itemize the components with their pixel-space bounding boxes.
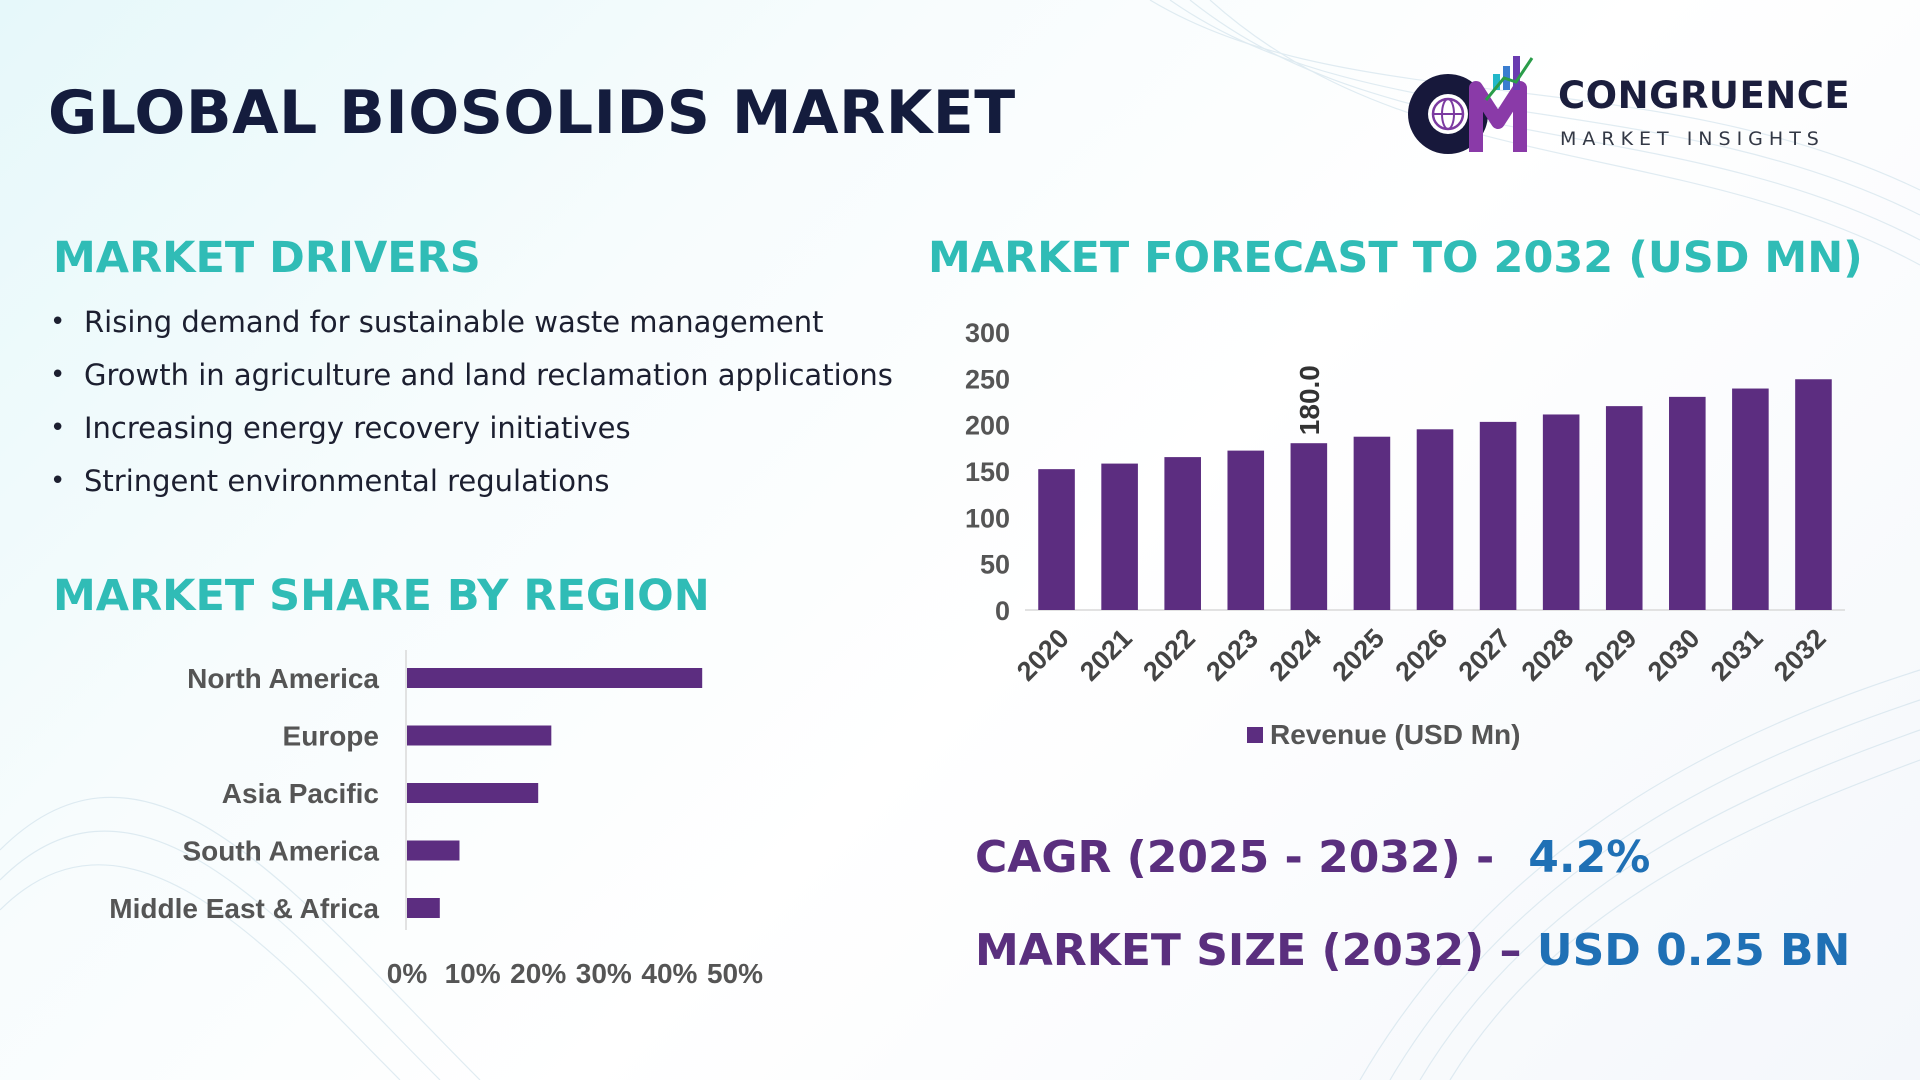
bar xyxy=(1669,396,1706,610)
logo-name: CONGRUENCE xyxy=(1558,74,1851,117)
bar xyxy=(1479,421,1517,610)
x-tick-label: 2020 xyxy=(1011,623,1075,687)
x-tick-label: 2022 xyxy=(1137,623,1201,687)
bar xyxy=(1795,379,1832,610)
cagr-stat: CAGR (2025 - 2032) - 4.2% xyxy=(975,832,1650,883)
x-tick-label: 2023 xyxy=(1200,623,1264,687)
category-label: Middle East & Africa xyxy=(109,893,379,924)
market-size-value: USD 0.25 BN xyxy=(1536,925,1851,976)
bar xyxy=(1164,457,1201,610)
x-tick-label: 50% xyxy=(707,958,763,989)
region-share-bar-chart: North America Europe Asia Pacific South Ame… xyxy=(109,650,763,989)
x-tick-label: 2028 xyxy=(1516,623,1580,687)
y-tick-label: 0 xyxy=(995,596,1010,626)
company-logo: CONGRUENCE MARKET INSIGHTS xyxy=(1400,52,1870,162)
y-tick-label: 200 xyxy=(965,411,1010,441)
x-tick-label: 2024 xyxy=(1263,623,1327,687)
legend-swatch xyxy=(1247,727,1263,743)
legend-label: Revenue (USD Mn) xyxy=(1270,719,1520,750)
x-tick-label: 40% xyxy=(641,958,697,989)
y-tick-label: 300 xyxy=(965,318,1010,348)
bar xyxy=(407,840,460,861)
x-tick-label: 2029 xyxy=(1579,623,1643,687)
market-size-stat: MARKET SIZE (2032) – USD 0.25 BN xyxy=(975,925,1850,976)
bar xyxy=(1353,436,1391,610)
cagr-label: CAGR (2025 - 2032) - xyxy=(975,832,1495,883)
y-tick-label: 150 xyxy=(965,457,1010,487)
x-tick-label: 2025 xyxy=(1326,623,1390,687)
drivers-list: Rising demand for sustainable waste mana… xyxy=(48,296,902,508)
bar xyxy=(1542,414,1580,610)
bar xyxy=(1416,429,1454,610)
x-tick-label: 0% xyxy=(387,958,428,989)
category-label: Asia Pacific xyxy=(222,778,379,809)
x-tick-label: 2032 xyxy=(1768,623,1832,687)
x-tick-label: 2030 xyxy=(1642,623,1706,687)
logo-tagline: MARKET INSIGHTS xyxy=(1560,128,1825,150)
bar xyxy=(407,725,552,746)
bar xyxy=(1227,450,1265,610)
bar xyxy=(1038,469,1075,610)
x-tick-label: 10% xyxy=(445,958,501,989)
driver-item: Growth in agriculture and land reclamati… xyxy=(48,349,902,402)
drivers-heading: MARKET DRIVERS xyxy=(53,233,481,283)
bar xyxy=(1101,463,1138,610)
globe-bar-chart-icon xyxy=(1408,56,1534,154)
bar xyxy=(407,898,440,918)
x-tick-label: 30% xyxy=(576,958,632,989)
category-label: Europe xyxy=(283,721,379,752)
market-size-label: MARKET SIZE (2032) – xyxy=(975,925,1522,976)
y-tick-label: 100 xyxy=(965,503,1010,533)
x-tick-label: 2031 xyxy=(1705,623,1769,687)
x-tick-label: 2027 xyxy=(1453,623,1517,687)
driver-item: Rising demand for sustainable waste mana… xyxy=(48,296,902,349)
cagr-value: 4.2% xyxy=(1528,832,1651,883)
bar xyxy=(407,668,703,688)
bar xyxy=(1290,443,1328,610)
x-tick-label: 20% xyxy=(510,958,566,989)
y-tick-label: 250 xyxy=(965,364,1010,394)
driver-item: Increasing energy recovery initiatives xyxy=(48,402,902,455)
bar xyxy=(1605,406,1643,610)
x-tick-label: 2021 xyxy=(1074,623,1138,687)
page-title: GLOBAL BIOSOLIDS MARKET xyxy=(48,78,1016,148)
x-tick-label: 2026 xyxy=(1390,623,1454,687)
data-label: 180.0 xyxy=(1294,365,1325,435)
bar xyxy=(1732,388,1769,610)
forecast-heading: MARKET FORECAST TO 2032 (USD MN) xyxy=(928,233,1863,283)
region-heading: MARKET SHARE BY REGION xyxy=(53,571,710,621)
y-tick-label: 50 xyxy=(980,550,1010,580)
category-label: South America xyxy=(182,836,379,867)
category-label: North America xyxy=(187,663,379,694)
driver-item: Stringent environmental regulations xyxy=(48,455,902,508)
bar xyxy=(407,783,539,803)
